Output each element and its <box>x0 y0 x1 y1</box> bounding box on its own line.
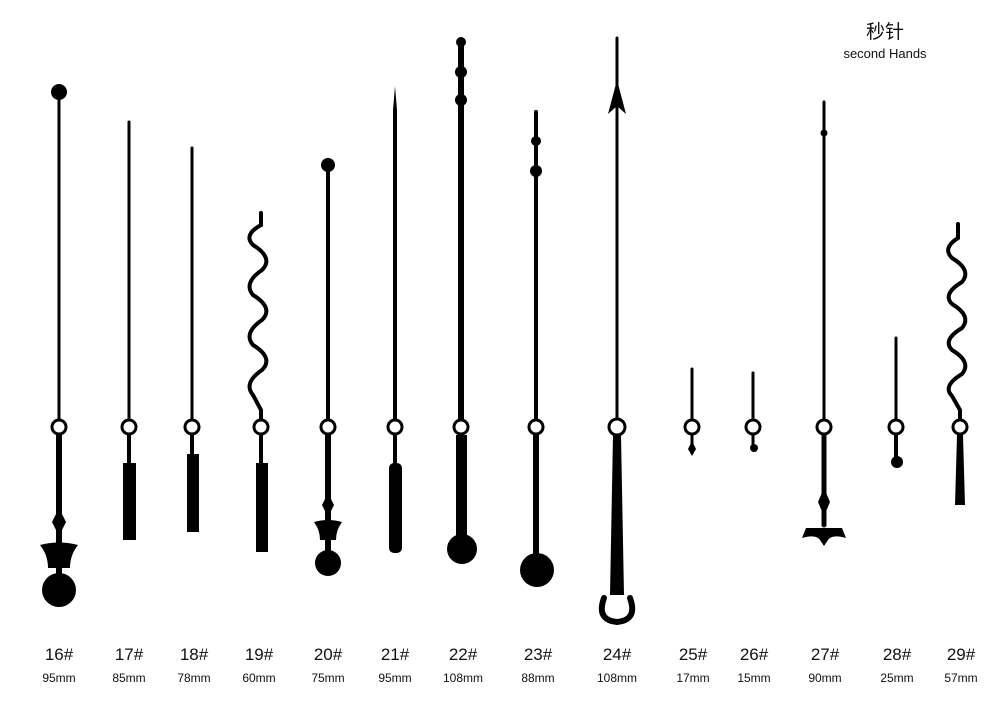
item-label: 26# <box>740 645 769 664</box>
hand-part <box>51 84 67 100</box>
item-length: 90mm <box>808 671 841 685</box>
hand-19 <box>247 211 270 552</box>
item-length: 108mm <box>443 671 483 685</box>
item-label: 19# <box>245 645 274 664</box>
hand-part <box>610 435 624 595</box>
item-length: 75mm <box>311 671 344 685</box>
hand-part <box>946 222 968 422</box>
item-length: 17mm <box>676 671 709 685</box>
hand-part <box>818 488 830 516</box>
item-length: 57mm <box>944 671 977 685</box>
hand-22 <box>447 37 477 564</box>
hand-part <box>744 418 762 436</box>
hand-part <box>683 418 701 436</box>
item-label: 29# <box>947 645 976 664</box>
hand-part <box>187 454 199 532</box>
item-label: 28# <box>883 645 912 664</box>
item-label: 16# <box>45 645 74 664</box>
hand-23 <box>520 110 554 587</box>
hand-part <box>802 528 846 546</box>
hand-part <box>393 86 397 420</box>
hand-18 <box>183 146 201 532</box>
hand-part <box>608 80 626 114</box>
hand-part <box>455 94 467 106</box>
hand-part <box>247 211 269 422</box>
item-length: 95mm <box>42 671 75 685</box>
hand-part <box>120 418 138 436</box>
hand-part <box>322 493 334 517</box>
item-label: 18# <box>180 645 209 664</box>
hand-part <box>42 573 76 607</box>
hand-25 <box>683 367 701 456</box>
hand-part <box>256 463 268 552</box>
hand-part <box>520 553 554 587</box>
hand-part <box>52 508 66 536</box>
hand-part <box>456 37 466 47</box>
item-length: 15mm <box>737 671 770 685</box>
item-label: 20# <box>314 645 343 664</box>
hand-part <box>447 534 477 564</box>
hand-part <box>951 418 969 436</box>
hand-part <box>815 418 833 436</box>
hand-21 <box>386 86 404 553</box>
hand-part <box>527 418 545 436</box>
hand-part <box>315 550 341 576</box>
item-label: 24# <box>603 645 632 664</box>
item-length: 88mm <box>521 671 554 685</box>
hand-part <box>607 417 627 437</box>
item-length: 60mm <box>242 671 275 685</box>
hand-part <box>887 418 905 436</box>
hand-16 <box>40 84 78 607</box>
item-label: 25# <box>679 645 708 664</box>
hand-26 <box>744 371 762 452</box>
item-length: 25mm <box>880 671 913 685</box>
hand-part <box>50 418 68 436</box>
hand-28 <box>887 336 905 468</box>
hand-part <box>820 129 828 137</box>
hand-20 <box>314 158 342 576</box>
hand-part <box>530 165 542 177</box>
subtitle: second Hands <box>843 46 927 61</box>
item-length: 95mm <box>378 671 411 685</box>
hand-part <box>252 418 270 436</box>
hand-part <box>455 66 467 78</box>
hand-27 <box>802 100 846 546</box>
hand-part <box>183 418 201 436</box>
item-label: 27# <box>811 645 840 664</box>
hand-part <box>891 456 903 468</box>
hand-part <box>389 463 402 553</box>
hand-part <box>456 435 467 545</box>
hand-part <box>750 444 758 452</box>
hand-part <box>319 418 337 436</box>
item-length: 78mm <box>177 671 210 685</box>
item-length: 108mm <box>597 671 637 685</box>
hand-part <box>452 418 470 436</box>
title: 秒针 <box>866 21 904 43</box>
item-label: 22# <box>449 645 478 664</box>
item-label: 17# <box>115 645 144 664</box>
hand-part <box>386 418 404 436</box>
item-length: 85mm <box>112 671 145 685</box>
hand-24 <box>598 36 636 626</box>
hand-part <box>598 595 636 626</box>
item-label: 21# <box>381 645 410 664</box>
hand-part <box>123 463 136 540</box>
hand-17 <box>120 120 138 540</box>
hand-part <box>955 435 965 505</box>
hand-29 <box>946 222 969 505</box>
hand-part <box>40 542 78 568</box>
hand-part <box>314 520 342 540</box>
hand-part <box>321 158 335 172</box>
item-label: 23# <box>524 645 553 664</box>
hand-part <box>531 136 541 146</box>
hand-part <box>688 441 696 456</box>
